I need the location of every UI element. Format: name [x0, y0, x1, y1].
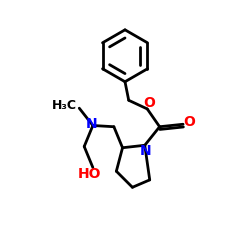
Text: HO: HO	[78, 168, 101, 181]
Text: H₃C: H₃C	[52, 99, 76, 112]
Text: O: O	[143, 96, 155, 110]
Text: N: N	[140, 144, 152, 158]
Text: O: O	[183, 115, 195, 129]
Text: N: N	[86, 117, 98, 131]
